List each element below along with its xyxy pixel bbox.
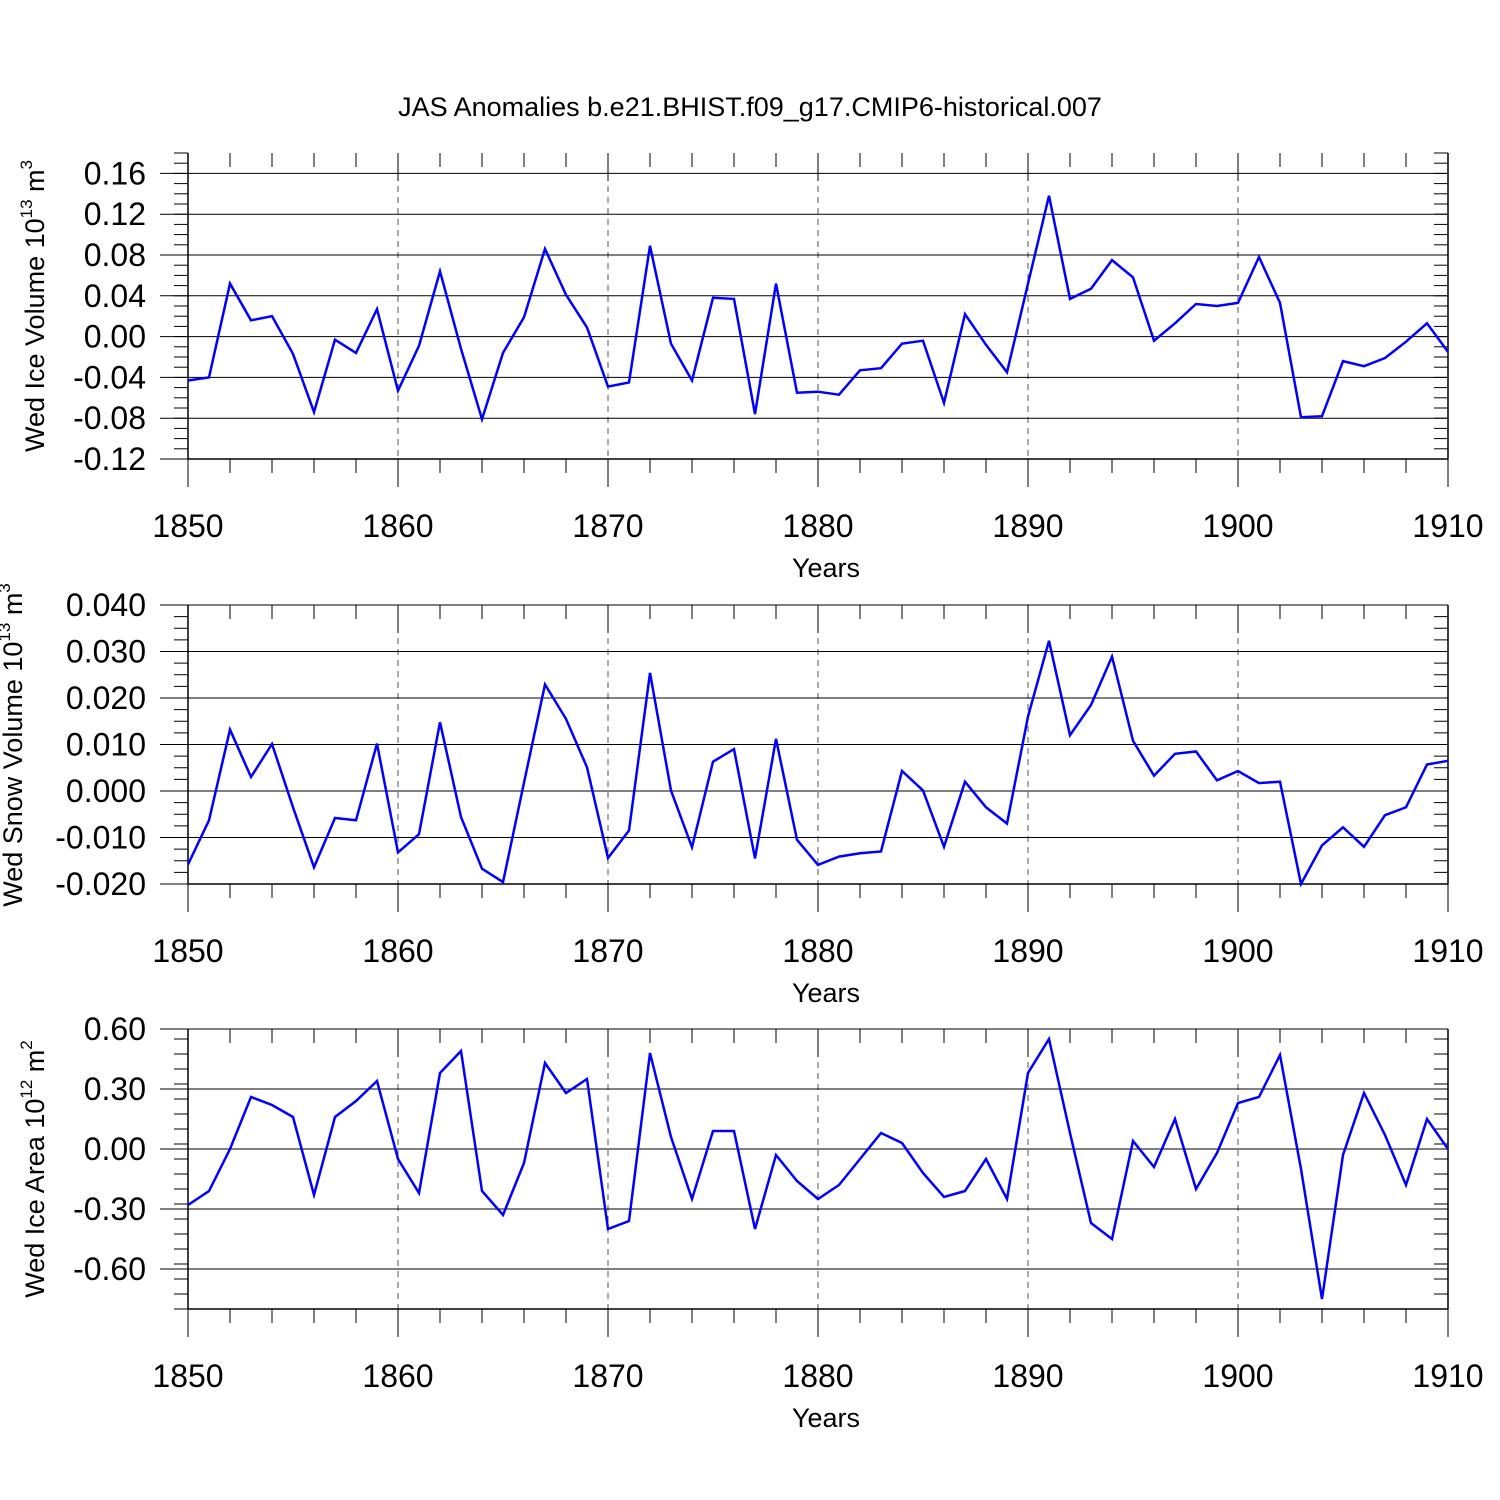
x-tick-label: 1870 [572,1358,643,1394]
series-line-ice-volume [187,195,1450,424]
y-tick-label: -0.010 [55,820,146,856]
y-tick-label: -0.020 [55,866,146,902]
x-tick-label: 1890 [992,508,1063,544]
y-tick-label: 0.020 [66,680,146,716]
y-tick-label: -0.60 [73,1251,146,1287]
y-tick-label: 0.000 [66,773,146,809]
x-tick-label: 1890 [992,933,1063,969]
y-tick-label: -0.04 [73,359,146,395]
y-tick-label: 0.04 [84,278,146,314]
x-tick-label: 1850 [152,933,223,969]
figure-title: JAS Anomalies b.e21.BHIST.f09_g17.CMIP6-… [398,92,1102,122]
y-tick-label: -0.08 [73,400,146,436]
x-tick-label: 1860 [362,1358,433,1394]
x-tick-label: 1910 [1412,933,1483,969]
series-line-ice-area [187,1035,1450,1300]
x-tick-label: 1850 [152,508,223,544]
x-tick-label: 1900 [1202,1358,1273,1394]
y-tick-label: 0.010 [66,727,146,763]
panel-snow-volume: 0.040 0.030 0.020 0.010 0.000 -0.010 -0.020185… [0,583,1484,1008]
y-tick-label: 0.30 [84,1071,146,1107]
x-tick-label: 1860 [362,933,433,969]
x-tick-label: 1880 [782,933,853,969]
x-tick-label: 1870 [572,933,643,969]
series-line-snow-volume [186,640,1449,888]
y-tick-label: 0.60 [84,1011,146,1047]
y-tick-label: -0.30 [73,1191,146,1227]
x-tick-label: 1850 [152,1358,223,1394]
x-tick-label: 1880 [782,1358,853,1394]
y-tick-label: 0.00 [84,319,146,355]
y-tick-label: -0.12 [73,441,146,477]
y-axis-title: Wed Snow Volume 1013 m3 [0,583,28,907]
x-tick-label: 1870 [572,508,643,544]
x-tick-label: 1900 [1202,508,1273,544]
y-tick-label: 0.12 [84,196,146,232]
y-tick-label: 0.16 [84,155,146,191]
x-axis-title: Years [792,1403,860,1433]
x-tick-label: 1910 [1412,508,1483,544]
y-axis-title: Wed Ice Area 1012 m2 [17,1040,50,1298]
y-axis-title: Wed Ice Volume 1013 m3 [17,160,50,452]
y-tick-label: 0.08 [84,237,146,273]
y-tick-label: 0.00 [84,1131,146,1167]
x-tick-label: 1880 [782,508,853,544]
x-tick-label: 1910 [1412,1358,1483,1394]
x-tick-label: 1860 [362,508,433,544]
x-axis-title: Years [792,978,860,1008]
x-axis-title: Years [792,553,860,583]
y-tick-label: 0.040 [66,587,146,623]
x-tick-label: 1900 [1202,933,1273,969]
panel-ice-area: 0.60 0.30 0.00 -0.30 -0.60 1850 1860 1870 1880 18… [17,1011,1484,1433]
x-tick-label: 1890 [992,1358,1063,1394]
y-tick-label: 0.030 [66,634,146,670]
